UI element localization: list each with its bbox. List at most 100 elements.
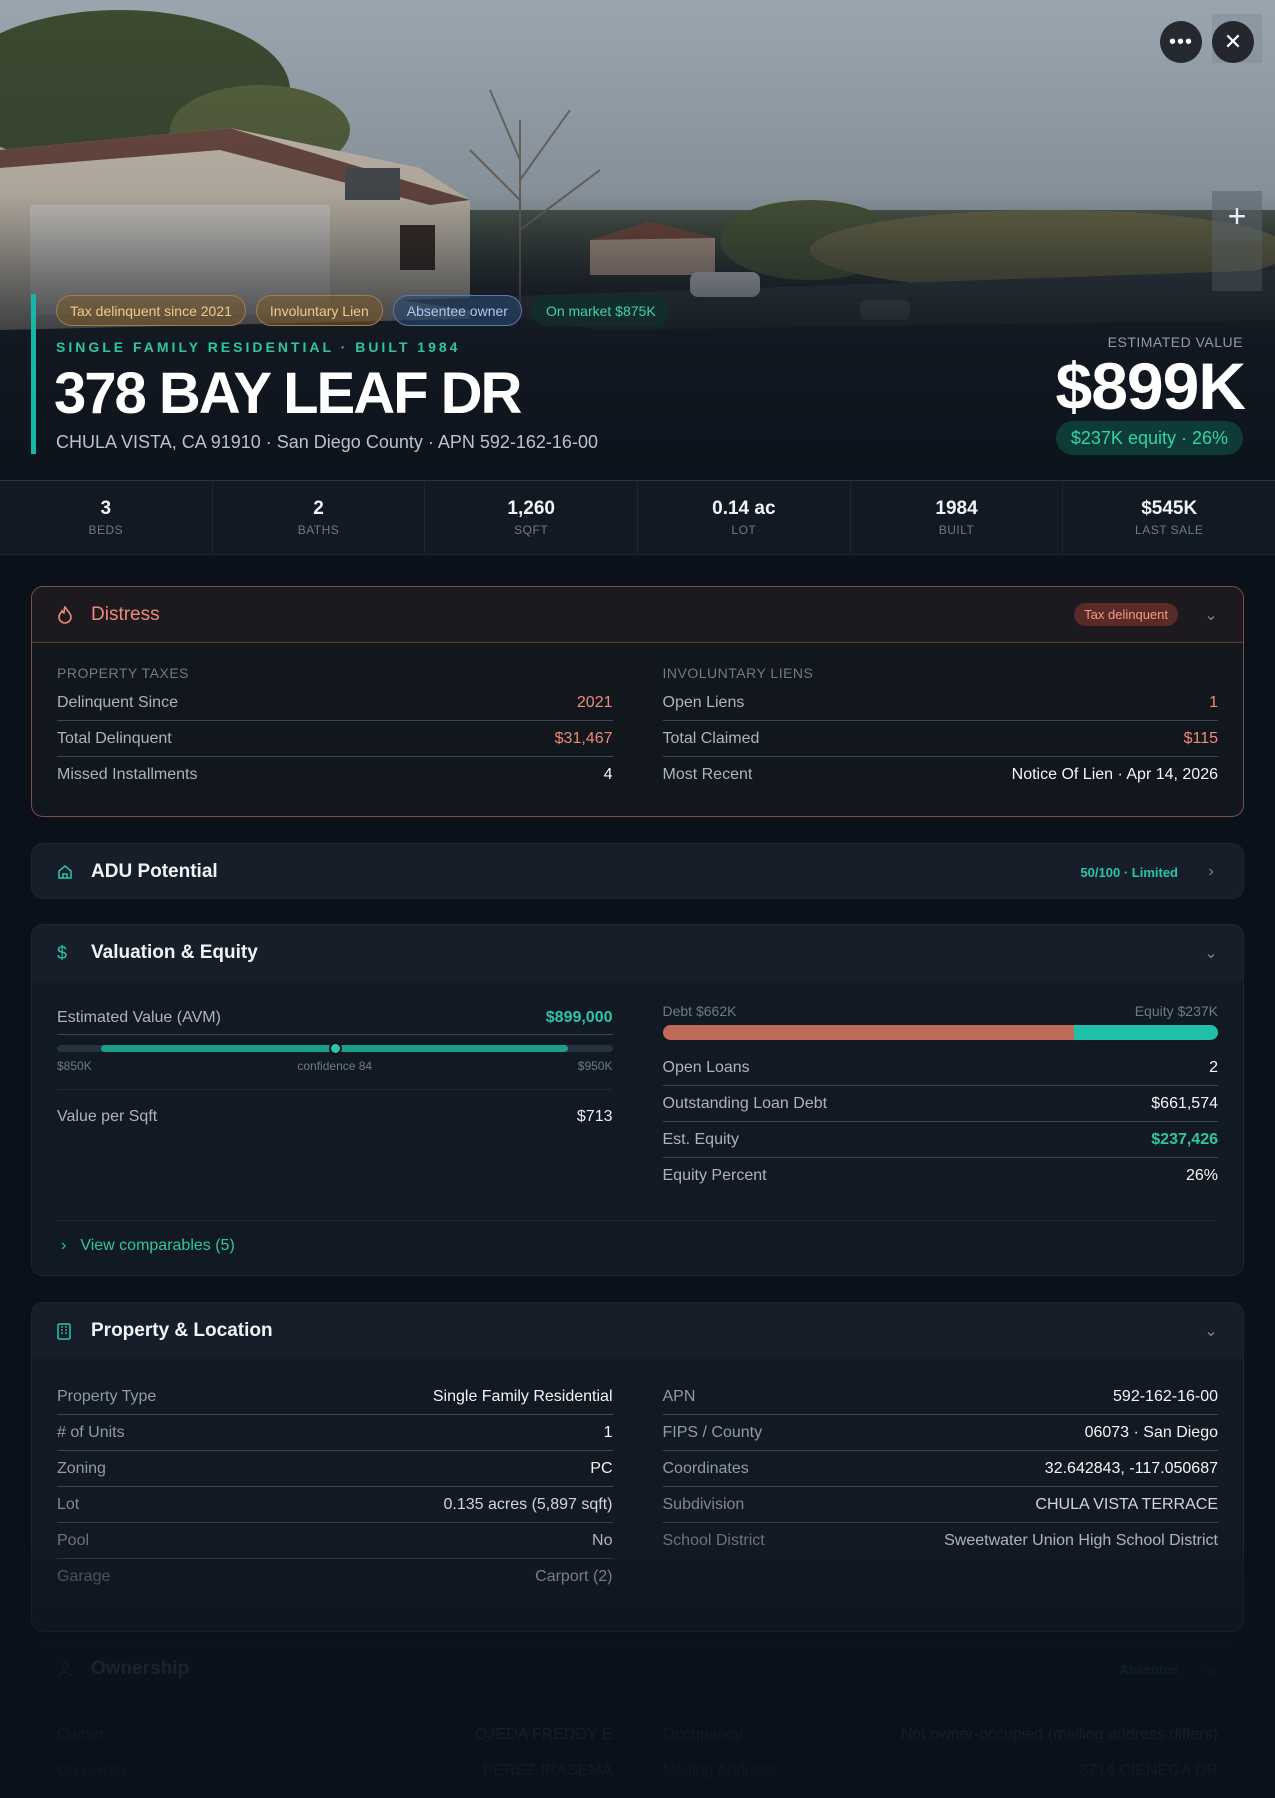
chevron-right-icon[interactable]: › xyxy=(1208,863,1214,880)
table-row: Occupancy Not owner-occupied (mailing add… xyxy=(662,1717,1218,1753)
adu-potential-card[interactable]: ADU Potential 50/100 · Limited › xyxy=(31,843,1244,899)
row-value: $115 xyxy=(1183,729,1218,747)
table-row: Subdivision CHULA VISTA TERRACE xyxy=(662,1487,1218,1523)
stat-baths: 2 BATHS xyxy=(213,481,426,554)
tag-on-market: On market $875K xyxy=(531,295,670,326)
row-label: Coordinates xyxy=(662,1459,749,1477)
stat-sqft: 1,260 SQFT xyxy=(425,481,639,554)
row-value: 26% xyxy=(1185,1167,1218,1184)
adu-score: 50/100 · Limited xyxy=(1080,864,1178,880)
row-label: Mailing Address xyxy=(662,1762,776,1779)
tag-tax-delinquent: Tax delinquent since 2021 xyxy=(56,295,246,326)
row-label: Missed Installments xyxy=(57,766,198,783)
ownership-header[interactable]: Ownership Absentee ⌄ xyxy=(32,1641,1243,1697)
row-value: No xyxy=(592,1531,613,1549)
table-row: Most Recent Notice Of Lien · Apr 14, 2026 xyxy=(663,757,1219,793)
table-row: Pool No xyxy=(57,1523,613,1559)
row-value: $31,467 xyxy=(554,729,613,747)
row-value: PC xyxy=(590,1459,613,1477)
stat-value: 2 xyxy=(313,498,324,519)
comparables-label: View comparables (5) xyxy=(80,1237,235,1254)
chevron-right-icon: › xyxy=(61,1237,67,1254)
chevron-down-icon[interactable]: ⌄ xyxy=(1204,606,1218,624)
value-point-marker xyxy=(328,1042,342,1055)
row-value: OJEDA FREDDY E xyxy=(474,1725,613,1743)
table-row: # of Units 1 xyxy=(57,1415,613,1451)
value-range-bar xyxy=(57,1042,613,1055)
chevron-down-icon[interactable]: ⌄ xyxy=(1204,1661,1218,1678)
more-options-button[interactable]: ••• xyxy=(1160,21,1202,63)
row-value: 592-162-16-00 xyxy=(1113,1387,1218,1405)
row-value: PEREZ IRASEMA xyxy=(482,1762,613,1779)
section-label: INVOLUNTARY LIENS xyxy=(662,665,814,681)
row-label: Total Claimed xyxy=(662,729,760,747)
accent-bar xyxy=(31,294,36,454)
stat-last-sale: $545K LAST SALE xyxy=(1063,481,1275,554)
range-high: $950K xyxy=(577,1059,613,1073)
row-label: Total Delinquent xyxy=(57,729,172,747)
user-icon xyxy=(57,1661,77,1677)
avm-section: Estimated Value (AVM) $899,000 $850K con… xyxy=(57,981,613,1194)
debt-equity-bar xyxy=(662,1025,1218,1040)
view-comparables-link[interactable]: › View comparables (5) xyxy=(57,1220,1218,1255)
range-labels: $850K confidence 84 $950K xyxy=(57,1059,613,1073)
row-label: Owner xyxy=(57,1725,105,1743)
valuation-header[interactable]: $ Valuation & Equity ⌄ xyxy=(32,925,1243,981)
dollar-icon: $ xyxy=(57,942,68,963)
equity-badge: $237K equity · 26% xyxy=(1055,421,1243,455)
table-row: Missed Installments 4 xyxy=(57,757,613,793)
confidence-label: confidence 84 xyxy=(297,1059,373,1073)
stat-beds: 3 BEDS xyxy=(0,481,213,554)
adu-header[interactable]: ADU Potential 50/100 · Limited › xyxy=(32,844,1243,898)
estimated-value-label: ESTIMATED VALUE xyxy=(1107,334,1243,350)
row-label: Outstanding Loan Debt xyxy=(662,1094,828,1112)
zoom-out-button[interactable] xyxy=(1212,241,1262,291)
value-per-sqft-row: Value per Sqft $713 xyxy=(57,1089,613,1126)
property-details-left: Property Type Single Family Residential #… xyxy=(57,1379,613,1595)
row-value: Carport (2) xyxy=(535,1568,613,1585)
row-label: FIPS / County xyxy=(662,1423,763,1441)
chevron-down-icon[interactable]: ⌄ xyxy=(1204,1323,1218,1340)
tag-absentee-owner: Absentee owner xyxy=(392,295,522,326)
row-value: Notice Of Lien · Apr 14, 2026 xyxy=(1011,766,1218,783)
table-row: Coordinates 32.642843, -117.050687 xyxy=(662,1451,1218,1487)
address-details: CHULA VISTA, CA 91910 · San Diego County… xyxy=(56,432,598,452)
property-header[interactable]: Property & Location ⌄ xyxy=(32,1303,1243,1359)
zoom-in-button[interactable]: + xyxy=(1212,191,1262,241)
row-label: Subdivision xyxy=(662,1495,745,1513)
row-value: 0.135 acres (5,897 sqft) xyxy=(443,1495,613,1513)
table-row: Mailing Address 3714 CIENEGA DR xyxy=(663,1753,1219,1789)
estimated-value: $899K xyxy=(1055,349,1246,423)
valuation-title: Valuation & Equity xyxy=(91,942,258,963)
row-value: Not owner-occupied (mailing address diff… xyxy=(900,1725,1218,1743)
distress-header[interactable]: Distress Tax delinquent ⌄ xyxy=(32,587,1243,643)
property-subtitle: SINGLE FAMILY RESIDENTIAL · BUILT 1984 xyxy=(56,339,461,355)
row-value: Single Family Residential xyxy=(432,1387,613,1405)
stat-value: 0.14 ac xyxy=(712,498,776,519)
row-label: Co-owner xyxy=(57,1762,127,1779)
involuntary-liens-section: INVOLUNTARY LIENS Open Liens 1 Total Clai… xyxy=(662,643,1219,793)
close-icon: ✕ xyxy=(1223,29,1243,54)
property-title: Property & Location xyxy=(91,1320,273,1341)
flame-icon xyxy=(57,605,77,624)
row-value: 32.642843, -117.050687 xyxy=(1044,1459,1218,1477)
table-row: Delinquent Since 2021 xyxy=(57,685,613,721)
row-label: Pool xyxy=(57,1531,90,1549)
row-label: Most Recent xyxy=(662,766,753,783)
stat-value: 3 xyxy=(100,498,112,519)
adu-title: ADU Potential xyxy=(91,861,218,882)
row-label: Est. Equity xyxy=(662,1130,739,1148)
row-value: 2 xyxy=(1209,1058,1218,1076)
close-button[interactable]: ✕ xyxy=(1212,21,1254,63)
row-label: # of Units xyxy=(57,1423,125,1441)
page-title: 378 BAY LEAF DR xyxy=(54,361,522,426)
debt-equity-labels: Debt $662K Equity $237K xyxy=(663,1003,1219,1019)
row-value: 3714 CIENEGA DR xyxy=(1079,1762,1218,1779)
row-value: 2021 xyxy=(576,693,613,711)
table-row: Est. Equity $237,426 xyxy=(662,1122,1218,1158)
status-badge: Tax delinquent xyxy=(1074,603,1178,626)
table-row: Property Type Single Family Residential xyxy=(57,1379,613,1415)
stat-label: LAST SALE xyxy=(1135,523,1204,537)
chevron-down-icon[interactable]: ⌄ xyxy=(1204,945,1218,962)
table-row: Total Claimed $115 xyxy=(662,721,1218,757)
